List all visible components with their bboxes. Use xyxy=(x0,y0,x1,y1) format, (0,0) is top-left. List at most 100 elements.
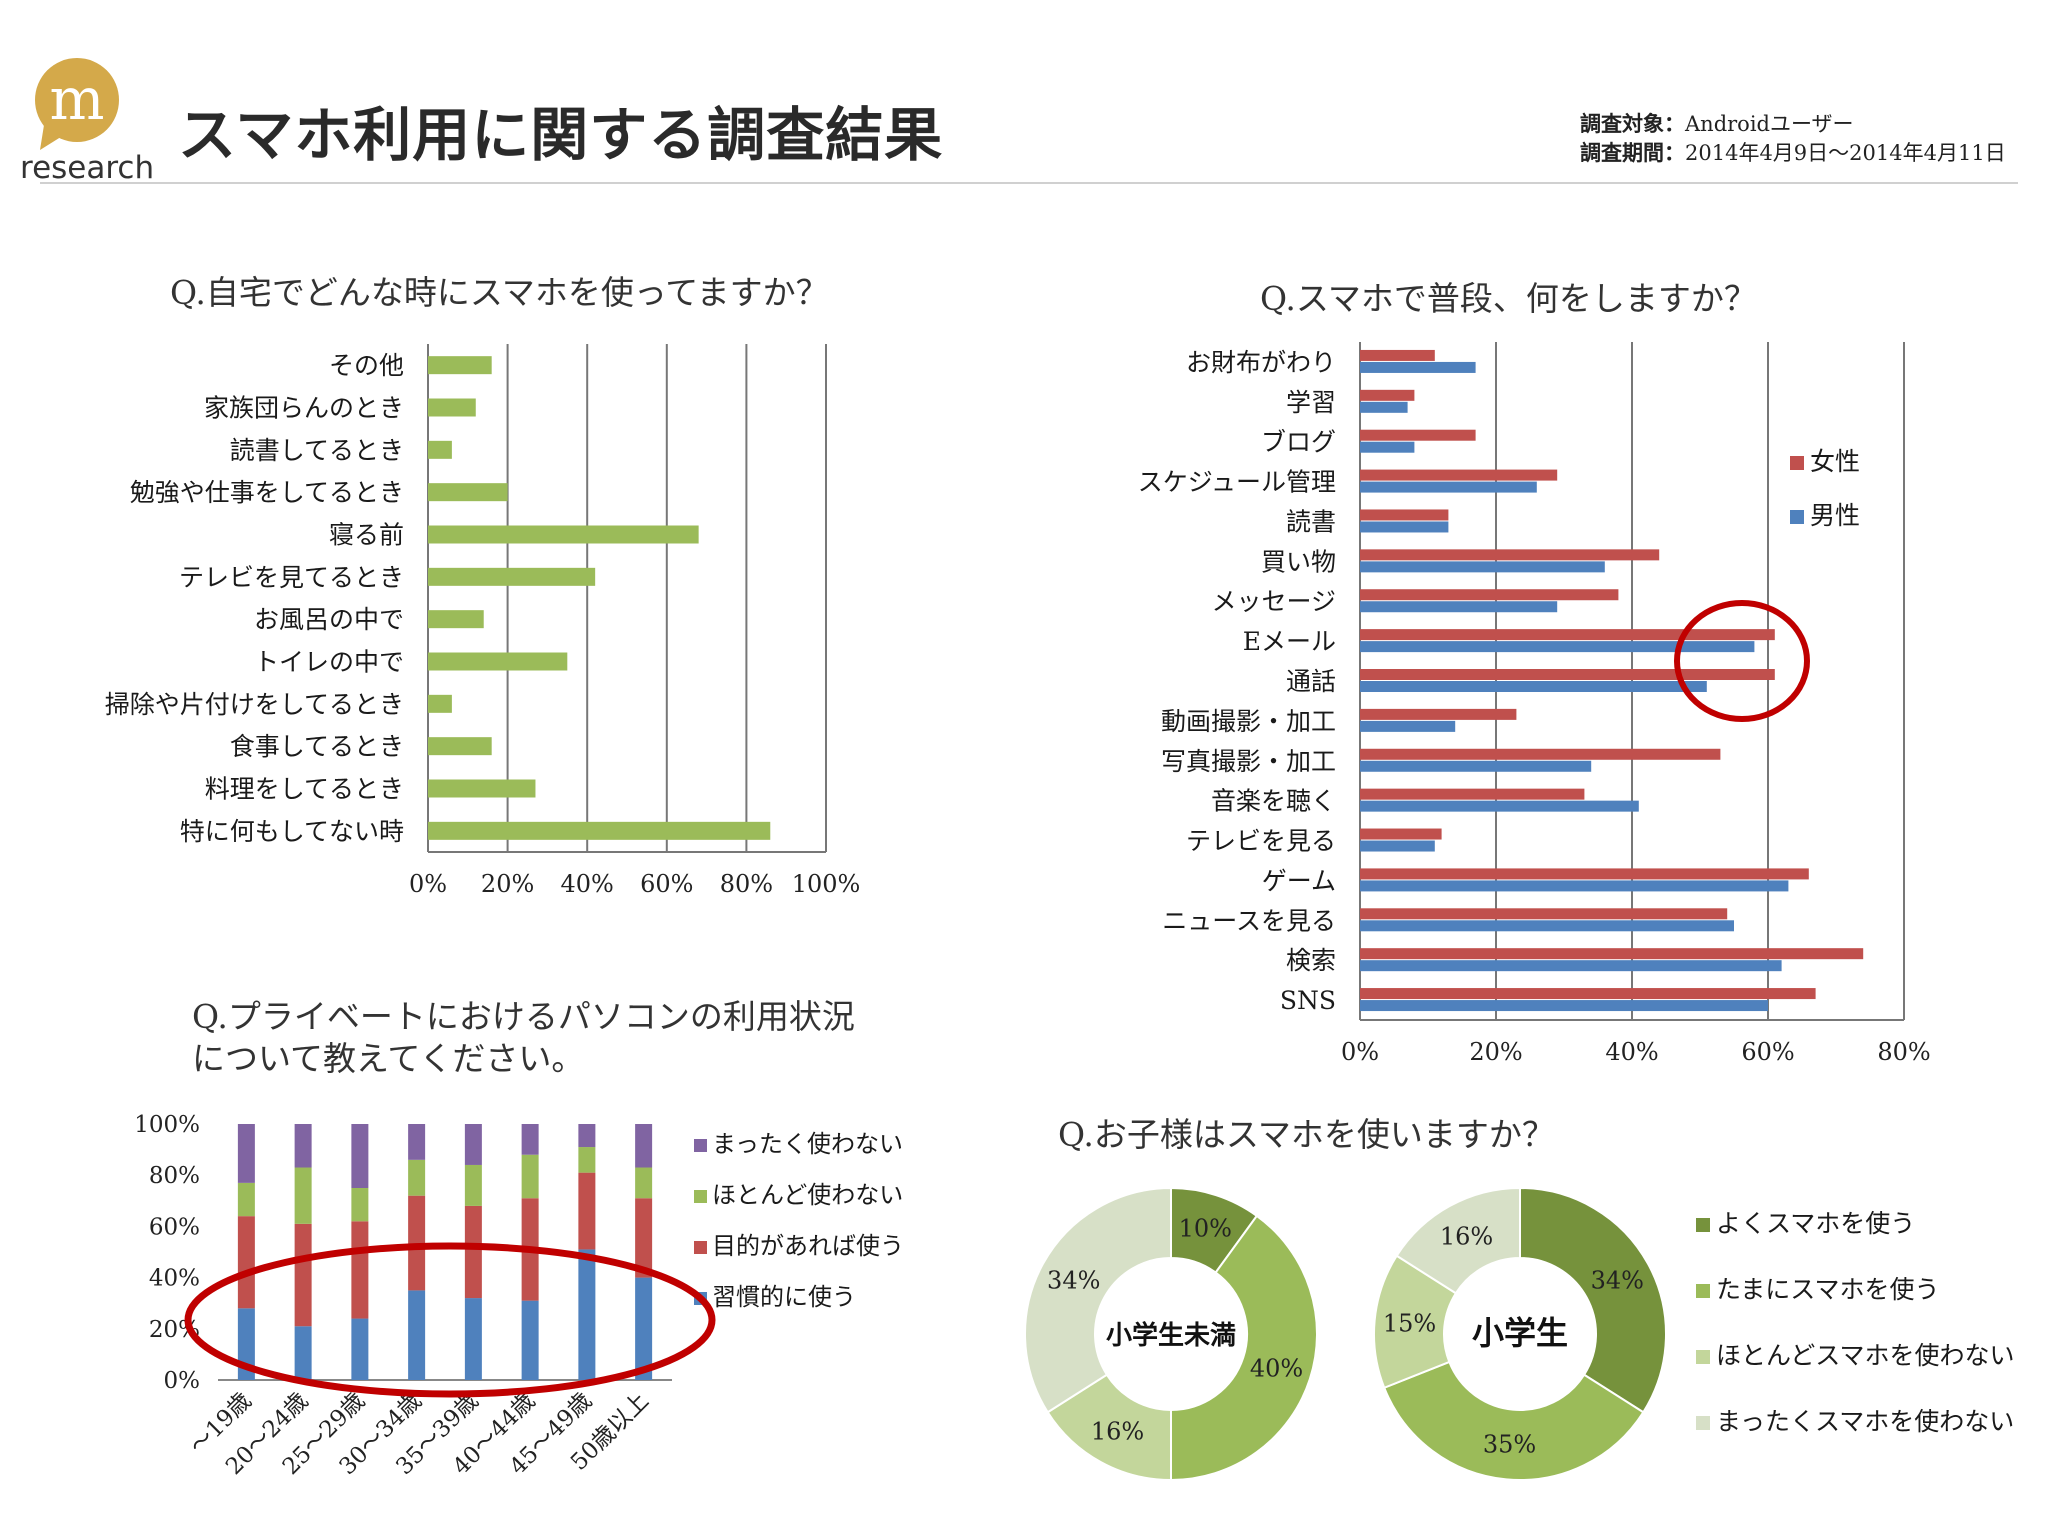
daily-use-chart: 0% 20% 40% 60% 80% お財布がわり学習ブログスケジュール管理読書買い物メッ… xyxy=(1138,342,1931,1066)
pie-slice xyxy=(1170,1214,1319,1482)
x-tick-label: 20% xyxy=(481,870,534,898)
bar-female xyxy=(1360,908,1728,920)
slice-label: 35% xyxy=(1483,1431,1536,1459)
survey-target: 調査対象：Androidユーザー xyxy=(1580,108,1854,138)
bar xyxy=(428,779,536,798)
bar xyxy=(428,821,771,840)
survey-period-label: 調査期間： xyxy=(1580,140,1685,165)
bar-female xyxy=(1360,469,1558,481)
category-label: 料理をしてるとき xyxy=(205,775,404,804)
survey-target-value: Androidユーザー xyxy=(1685,112,1854,136)
bar-female xyxy=(1360,349,1435,361)
category-label: 検索 xyxy=(1286,946,1336,975)
stack-segment xyxy=(351,1221,369,1319)
stack-segment xyxy=(294,1326,312,1380)
bar-male xyxy=(1360,521,1449,533)
bar xyxy=(428,440,452,459)
legend-label: まったくスマホを使わない xyxy=(1716,1407,2014,1436)
bar xyxy=(428,737,492,756)
category-label: 買い物 xyxy=(1261,547,1336,576)
legend-swatch xyxy=(1696,1416,1710,1430)
x-tick-label: 80% xyxy=(720,870,773,898)
stack-segment xyxy=(237,1124,255,1183)
bar-female xyxy=(1360,549,1660,561)
category-label: その他 xyxy=(329,351,404,380)
stack-segment xyxy=(351,1124,369,1188)
legend-label: 男性 xyxy=(1810,501,1860,530)
bar-male xyxy=(1360,800,1639,812)
legend-swatch xyxy=(694,1241,707,1254)
stack-segment xyxy=(578,1249,596,1380)
legend-label: 習慣的に使う xyxy=(712,1283,856,1311)
legend-label: まったく使わない xyxy=(712,1130,903,1158)
category-label: メッセージ xyxy=(1211,587,1336,616)
stack-segment xyxy=(464,1298,482,1380)
bar-female xyxy=(1360,988,1816,1000)
bar xyxy=(428,398,476,417)
legend-label: よくスマホを使う xyxy=(1716,1209,1915,1238)
bar xyxy=(428,694,452,713)
category-label: 勉強や仕事をしてるとき xyxy=(130,478,404,507)
survey-period-value: 2014年4月9日〜2014年4月11日 xyxy=(1685,141,2006,165)
category-label: ゲーム xyxy=(1262,866,1336,895)
bar-female xyxy=(1360,509,1449,521)
bar-female xyxy=(1360,389,1415,401)
legend-swatch xyxy=(1790,456,1804,470)
stack-segment xyxy=(294,1167,312,1224)
bar-female xyxy=(1360,748,1721,760)
stack-segment xyxy=(578,1172,596,1250)
slice-label: 34% xyxy=(1047,1267,1100,1295)
bar-male xyxy=(1360,441,1415,453)
bar-female xyxy=(1360,629,1775,641)
legend-swatch xyxy=(694,1139,707,1152)
bar-male xyxy=(1360,481,1537,493)
home-usage-chart: 0% 20% 40% 60% 80% 100% その他家族団らんのとき読書してるとき勉強や仕… xyxy=(105,344,860,898)
bar xyxy=(428,525,699,544)
bar xyxy=(428,567,596,586)
stack-segment xyxy=(464,1205,482,1299)
slice-label: 16% xyxy=(1440,1223,1493,1251)
legend-swatch xyxy=(1696,1218,1710,1232)
category-label: トイレの中で xyxy=(254,648,404,677)
slice-label: 15% xyxy=(1383,1310,1436,1338)
category-label: 食事してるとき xyxy=(230,732,404,761)
category-label: 読書してるとき xyxy=(230,436,404,465)
legend-swatch xyxy=(1696,1284,1710,1298)
category-label: 学習 xyxy=(1286,388,1336,417)
x-tick-label: 80% xyxy=(1877,1038,1930,1066)
pie-slice xyxy=(1382,1360,1645,1481)
category-label: ブログ xyxy=(1261,428,1336,457)
bar-female xyxy=(1360,868,1809,880)
category-label: 特に何もしてない時 xyxy=(180,817,404,846)
stack-segment xyxy=(578,1147,596,1173)
category-label: 音楽を聴く xyxy=(1211,787,1336,816)
x-tick-label: 40% xyxy=(561,870,614,898)
q4-title: Q.お子様はスマホを使いますか？ xyxy=(1058,1115,1555,1154)
bar-male xyxy=(1360,361,1476,373)
survey-target-label: 調査対象： xyxy=(1580,111,1685,136)
stack-segment xyxy=(351,1318,369,1380)
stack-segment xyxy=(294,1223,312,1327)
stack-segment xyxy=(351,1188,369,1222)
category-label: ニュースを見る xyxy=(1162,906,1336,935)
stack-segment xyxy=(464,1124,482,1165)
donut-center-label: 小学生 xyxy=(1472,1314,1568,1352)
highlight-ellipse xyxy=(184,1242,716,1398)
category-label: Eメール xyxy=(1243,627,1336,656)
category-label: テレビを見る xyxy=(1186,827,1336,856)
bar xyxy=(428,483,508,502)
donut-center-label: 小学生未満 xyxy=(1106,1320,1236,1351)
stack-segment xyxy=(635,1124,653,1168)
slice-label: 34% xyxy=(1591,1267,1644,1295)
q3-title: Q.プライベートにおけるパソコンの利用状況について教えてください。 xyxy=(192,997,855,1078)
y-tick-label: 80% xyxy=(149,1163,200,1189)
stack-segment xyxy=(408,1159,426,1196)
bar-female xyxy=(1360,828,1442,840)
bar-male xyxy=(1360,1000,1768,1012)
stack-segment xyxy=(408,1124,426,1160)
stack-segment xyxy=(521,1154,539,1199)
pc-usage-chart: 0%20%40%60%80%100%〜19歳20〜24歳25〜29歳30〜34歳… xyxy=(134,1112,904,1480)
stack-segment xyxy=(635,1277,653,1380)
legend-label: 女性 xyxy=(1810,447,1860,476)
